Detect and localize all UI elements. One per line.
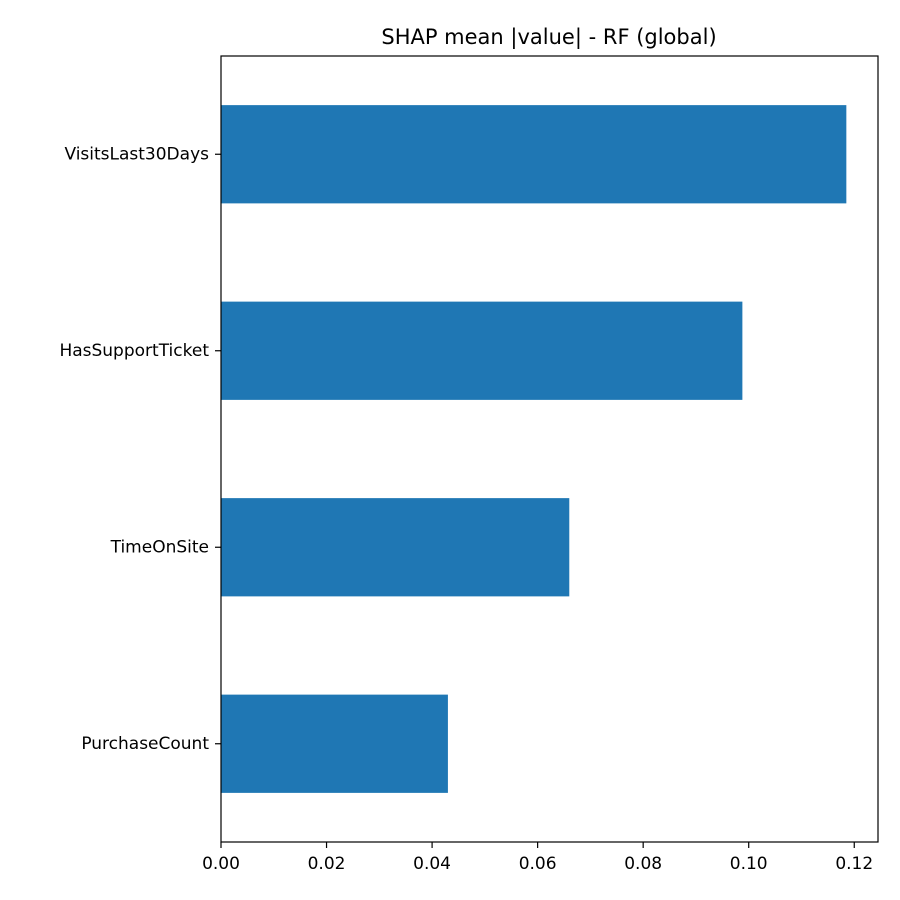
- y-tick-label: VisitsLast30Days: [64, 144, 209, 164]
- bar-VisitsLast30Days: [221, 105, 847, 204]
- x-tick-label: 0.12: [835, 854, 873, 874]
- y-tick-label: HasSupportTicket: [59, 341, 209, 361]
- x-tick-label: 0.02: [308, 854, 346, 874]
- x-tick-label: 0.06: [519, 854, 557, 874]
- bar-PurchaseCount: [221, 694, 448, 793]
- y-tick-label: PurchaseCount: [81, 734, 209, 754]
- bar-HasSupportTicket: [221, 301, 743, 400]
- x-tick-label: 0.10: [730, 854, 768, 874]
- x-tick-label: 0.04: [413, 854, 451, 874]
- bar-TimeOnSite: [221, 498, 570, 597]
- bars-layer: [221, 105, 847, 793]
- y-tick-label: TimeOnSite: [110, 537, 209, 557]
- x-axis: 0.00 0.02 0.04 0.06 0.08 0.10 0.12: [202, 842, 873, 874]
- y-axis: VisitsLast30Days HasSupportTicket TimeOnSi…: [59, 144, 221, 754]
- plot-frame: [220, 55, 879, 843]
- x-tick-label: 0.00: [202, 854, 240, 874]
- chart-title: SHAP mean |value| - RF (global): [381, 25, 716, 50]
- x-tick-label: 0.08: [624, 854, 662, 874]
